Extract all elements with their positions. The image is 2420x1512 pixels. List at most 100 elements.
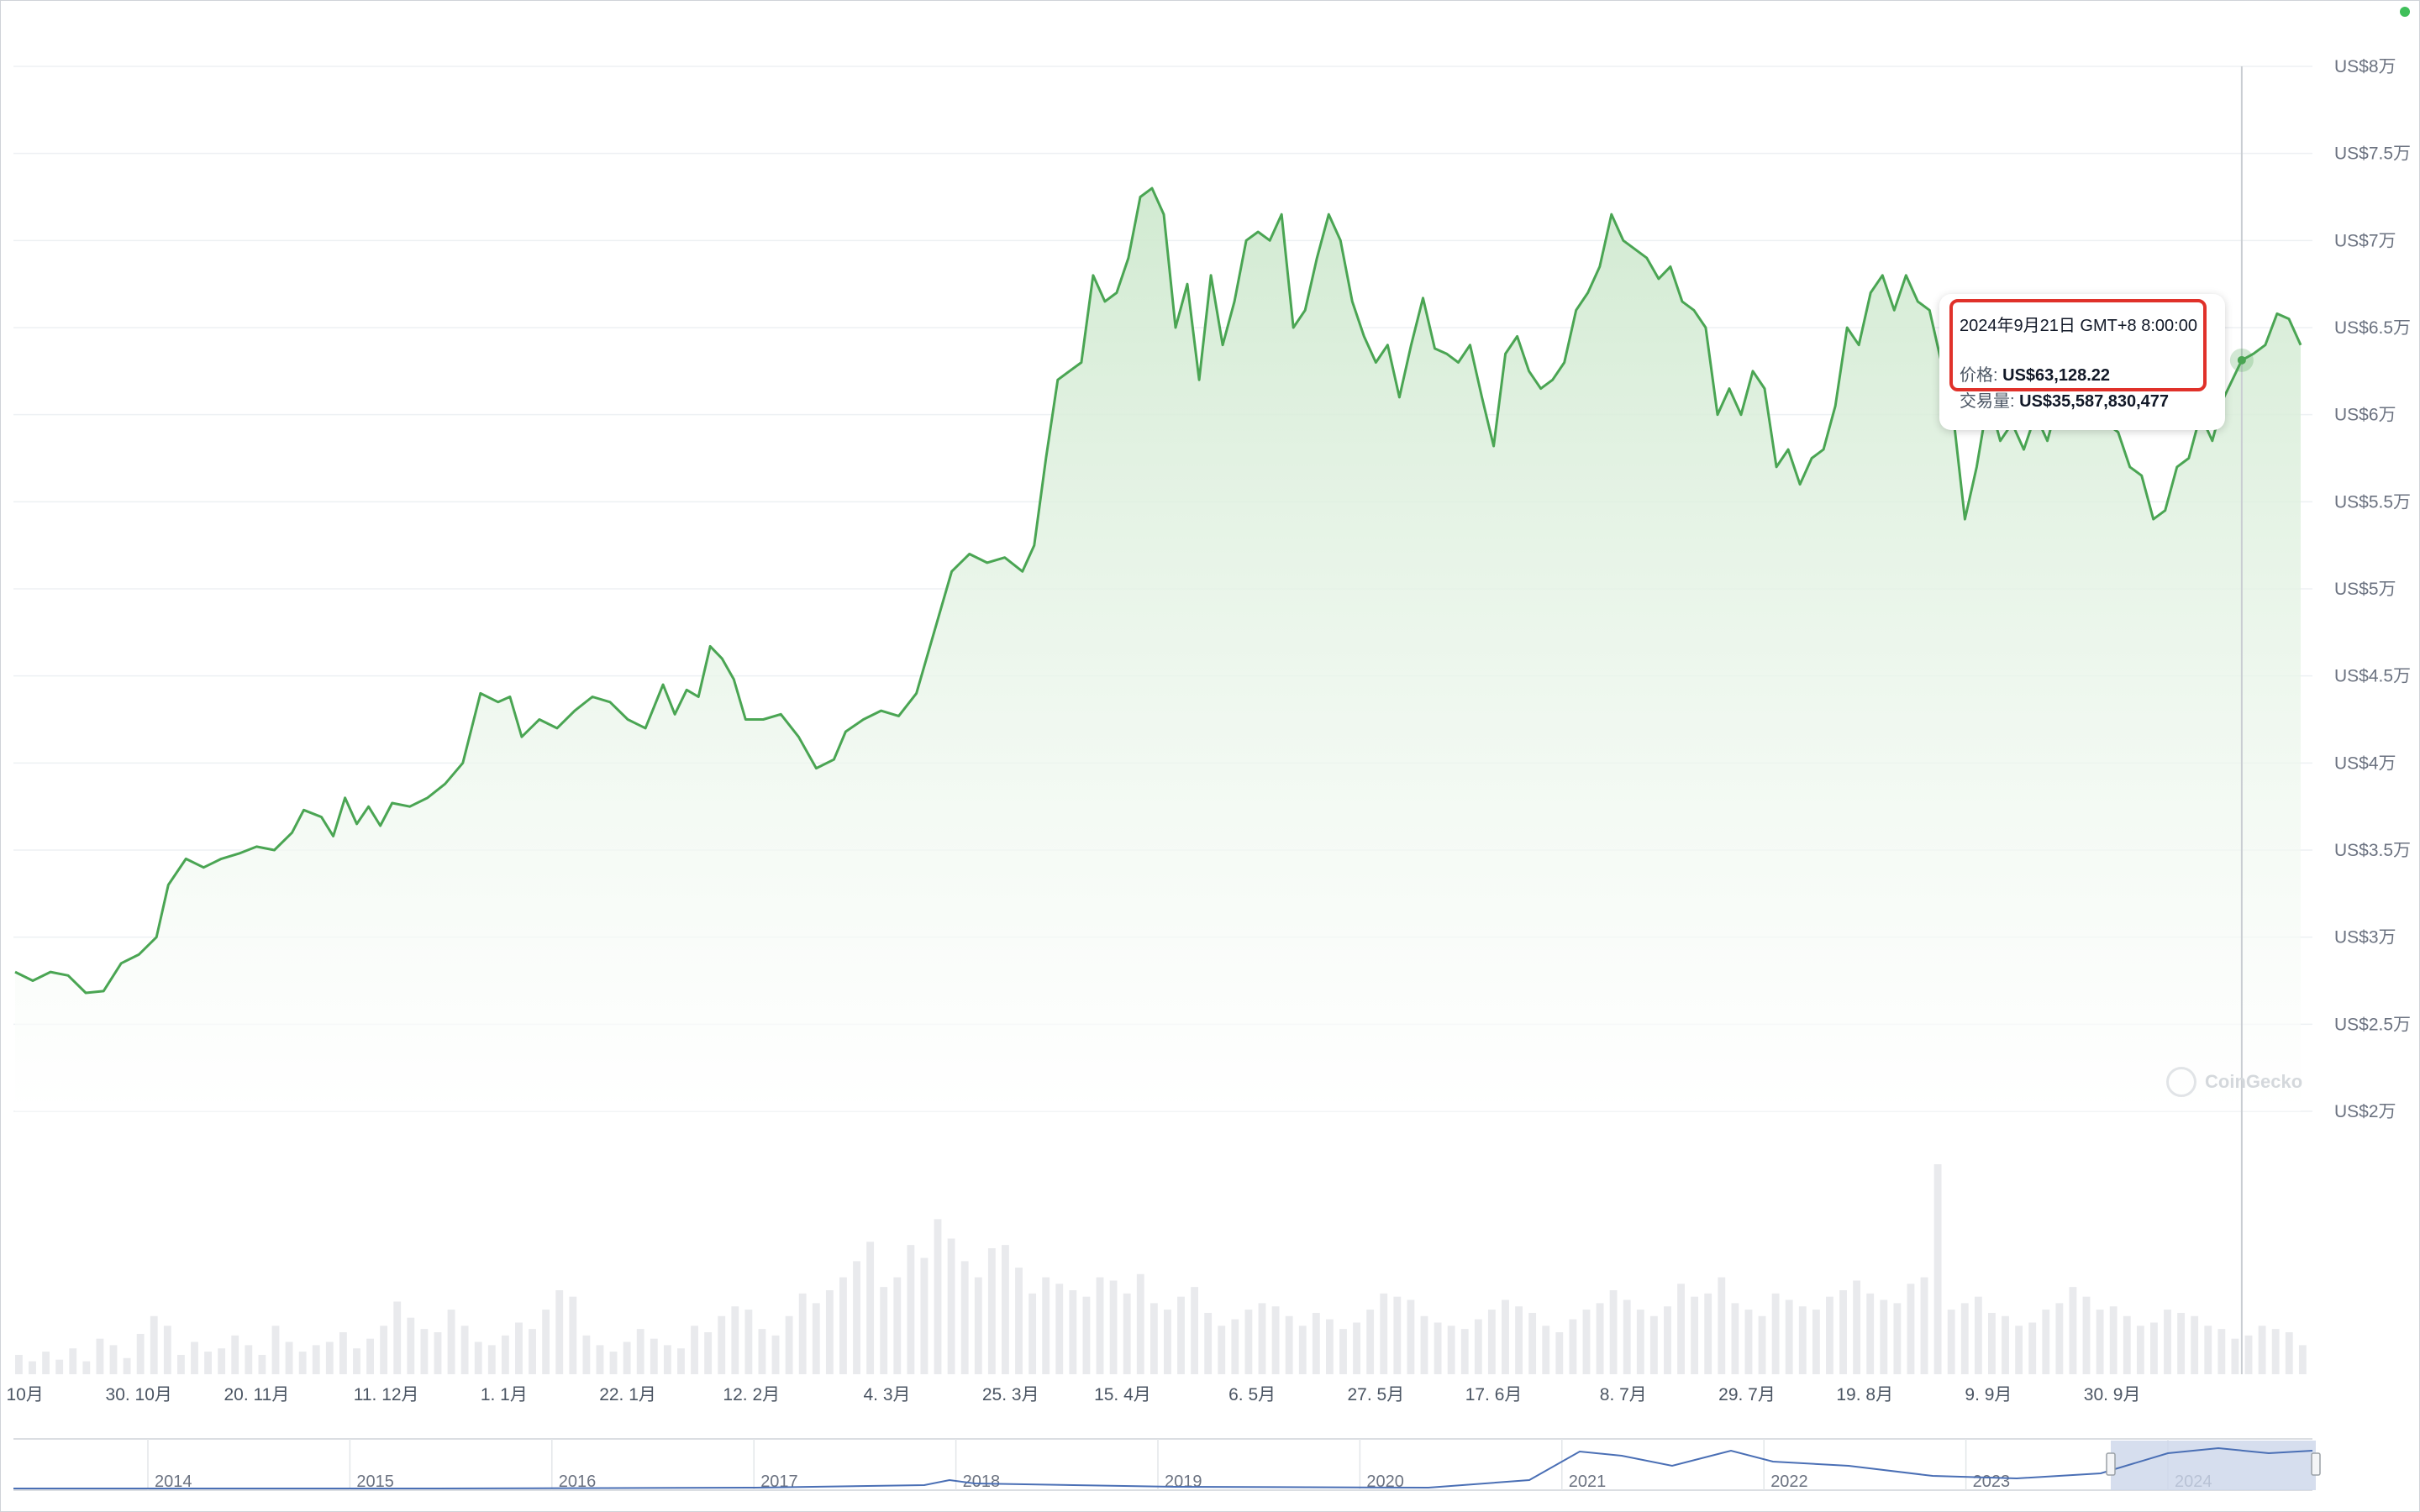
navigator-right-handle[interactable] [2311,1452,2321,1476]
volume-bar [1096,1277,1104,1374]
volume-bar [1271,1306,1280,1374]
volume-bar [2217,1329,2226,1374]
navigator-year-label: 2023 [1973,1473,2011,1491]
volume-bar [785,1315,793,1374]
volume-bar [407,1317,415,1374]
volume-bar [893,1277,902,1374]
volume-bar [218,1348,226,1374]
volume-bar [2055,1303,2064,1374]
volume-bar [339,1332,347,1374]
volume-bar [1974,1296,1982,1374]
volume-bar [1880,1299,1888,1374]
date-tick-label: 20. 11月 [224,1385,290,1404]
volume-bar [1744,1310,1753,1374]
volume-bar [1028,1293,1037,1374]
volume-bar [1109,1280,1118,1374]
date-tick-label: 19. 8月 [1836,1385,1893,1404]
volume-bar [609,1352,618,1374]
volume-bar [434,1332,442,1374]
volume-bar [2042,1310,2050,1374]
tooltip-price: 价格: US$63,128.22 [1960,361,2110,386]
volume-bar [2069,1287,2077,1374]
volume-bar [420,1329,429,1374]
volume-bar [771,1335,780,1374]
price-tick-label: US$3.5万 [2334,841,2411,860]
volume-bar [1907,1284,1915,1374]
volume-bar [1758,1315,1766,1374]
volume-bar [1988,1312,1996,1374]
range-navigator[interactable]: 2014 2015 2016 2017 2018 2019 2020 2021 2022 2023… [13,1438,2321,1491]
volume-bar [285,1341,293,1374]
date-tick-label: 9. 10月 [0,1385,44,1404]
volume-bar [1150,1303,1158,1374]
volume-bar [1933,1164,1942,1374]
volume-bar [1244,1310,1253,1374]
volume-bar [1596,1303,1604,1374]
volume-bar [650,1338,658,1374]
volume-bar [1055,1284,1064,1374]
volume-bar [2271,1329,2280,1374]
volume-bar [1555,1332,1564,1374]
volume-bar [798,1293,807,1374]
price-tick-label: US$7.5万 [2334,144,2411,164]
volume-bar [2109,1306,2118,1374]
volume-bar [204,1352,212,1374]
volume-bar [2002,1315,2009,1374]
volume-bar [1002,1245,1009,1374]
volume-bar [2244,1335,2253,1374]
volume-bar [866,1242,875,1374]
date-tick-label: 30. 10月 [106,1385,172,1404]
volume-bar [1771,1293,1780,1374]
volume-bar [1839,1290,1847,1374]
volume-bar [960,1261,969,1374]
navigator-year-label: 2015 [356,1473,394,1491]
volume-bar [1042,1277,1050,1374]
navigator-year-label: 2020 [1366,1473,1404,1491]
volume-bar [136,1333,145,1374]
price-area [14,186,2302,1112]
volume-bar [731,1306,739,1374]
volume-bar [393,1301,402,1374]
price-tick-label: US$2万 [2334,1102,2396,1121]
volume-bars [15,1164,2307,1374]
coingecko-logo-icon [2166,1067,2196,1097]
navigator-left-handle[interactable] [2106,1452,2116,1476]
volume-bar [2136,1326,2144,1374]
volume-bar [1177,1296,1185,1374]
volume-bar [839,1277,847,1374]
volume-bar [704,1332,713,1374]
volume-bar [1339,1329,1347,1374]
volume-bar [1353,1322,1360,1374]
volume-bar [2231,1338,2239,1374]
volume-bar [1312,1312,1320,1374]
volume-bar [636,1329,644,1374]
volume-bar [245,1345,253,1374]
tooltip-date: 2024年9月21日 GMT+8 8:00:00 [1960,317,2197,335]
date-tick-label: 17. 6月 [1465,1385,1523,1404]
volume-bar [1664,1306,1671,1374]
tooltip-price-value: US$63,128.22 [2002,366,2111,385]
coingecko-watermark: CoinGecko [2166,1065,2302,1099]
volume-bar [987,1248,996,1374]
volume-bar [123,1357,131,1374]
volume-bar [447,1310,455,1374]
volume-bar [1487,1310,1496,1374]
volume-bar [623,1341,631,1374]
volume-bar [1785,1299,1793,1374]
volume-bar [569,1296,577,1374]
volume-bar [1474,1319,1482,1374]
volume-bar [2177,1312,2186,1374]
volume-bar [1704,1293,1712,1374]
volume-bar [312,1345,320,1374]
price-tick-label: US$5万 [2334,580,2396,599]
navigator-history-line [13,1446,2313,1489]
volume-bar [853,1261,860,1374]
volume-bar [1258,1303,1266,1374]
volume-bar [1136,1273,1144,1374]
volume-bar [1893,1303,1902,1374]
tooltip-volume-label: 交易量: [1960,392,2020,411]
volume-bar [380,1326,388,1374]
date-tick-label: 8. 7月 [1600,1385,1647,1404]
volume-bar [1812,1310,1820,1374]
